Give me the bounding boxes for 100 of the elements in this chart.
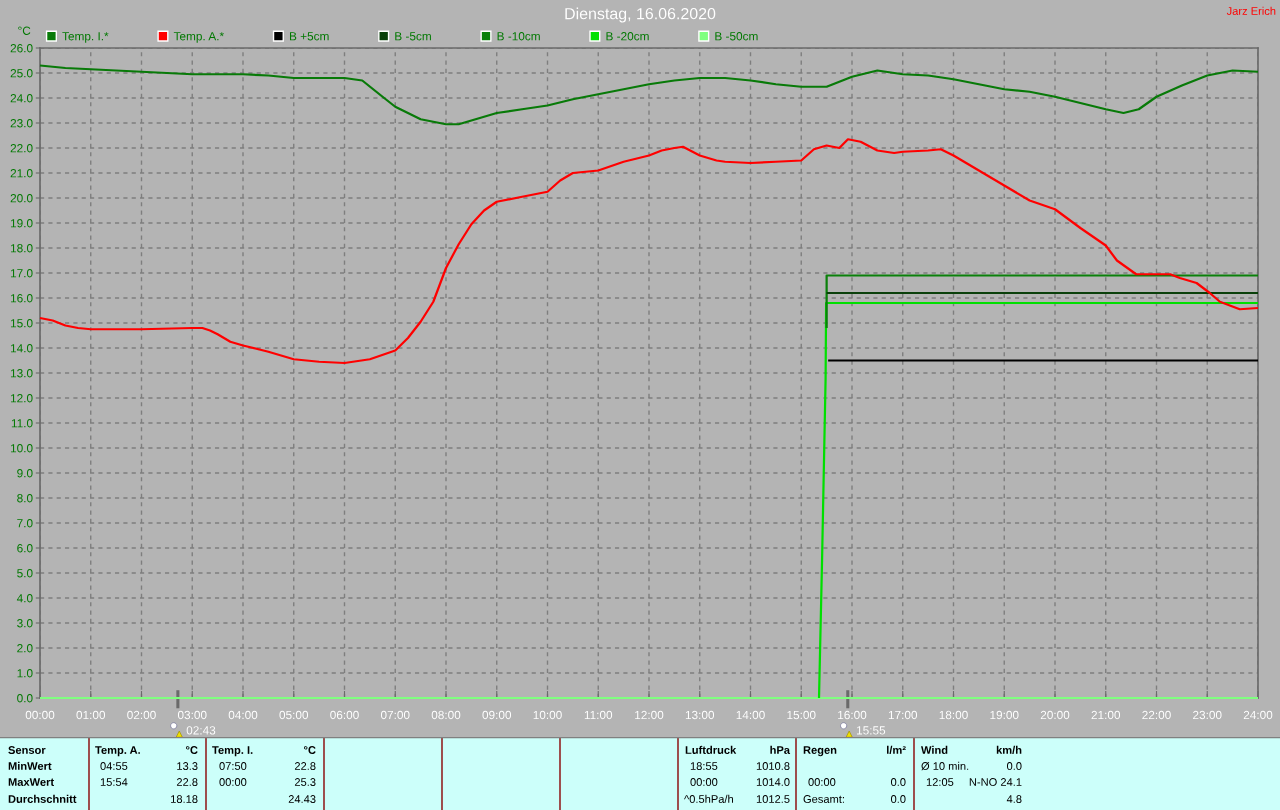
text: 00:00 xyxy=(690,778,718,786)
x-tick-label: 03:00 xyxy=(177,710,207,720)
text: 1012.5 xyxy=(756,795,790,803)
text: 25.3 xyxy=(294,778,316,786)
text: Temp. A. xyxy=(95,746,140,757)
annotation: 02:43 xyxy=(186,726,216,735)
y-tick-label: 14.0 xyxy=(10,344,33,353)
text: 00:00 xyxy=(219,778,247,786)
y-tick-label: 18.0 xyxy=(10,244,33,253)
text: Ø 10 min. xyxy=(921,761,969,771)
x-tick-label: 00:00 xyxy=(25,710,55,720)
x-tick-label: 23:00 xyxy=(1193,710,1222,720)
y-tick-label: 2.0 xyxy=(17,644,33,653)
x-tick-label: 22:00 xyxy=(1142,710,1171,720)
y-tick-label: 12.0 xyxy=(10,394,33,403)
text: MinWert xyxy=(8,761,52,770)
text: 0.0 xyxy=(890,795,906,803)
text: 12:05 xyxy=(926,778,954,786)
annotation: 15:55 xyxy=(857,726,886,735)
text: km/h xyxy=(996,745,1022,755)
text: l/m² xyxy=(887,745,906,755)
y-tick-label: 22.0 xyxy=(10,144,33,153)
x-tick-label: 19:00 xyxy=(990,710,1019,720)
y-tick-label: 9.0 xyxy=(17,469,33,478)
legend-label: B +5cm xyxy=(289,32,329,41)
y-tick-label: 1.0 xyxy=(17,669,33,678)
text: Gesamt: xyxy=(803,795,844,803)
text: Temp. I. xyxy=(212,746,253,757)
text: Jarz Erich xyxy=(1226,6,1276,15)
x-tick-label: 06:00 xyxy=(330,710,359,720)
x-tick-label: 24:00 xyxy=(1243,710,1273,720)
x-tick-label: 09:00 xyxy=(482,710,512,720)
text: 13.3 xyxy=(177,762,198,770)
chart-title: Dienstag, 16.06.2020 xyxy=(565,7,716,23)
text: Luftdruck xyxy=(685,745,737,754)
y-tick-label: 15.0 xyxy=(10,319,33,328)
text: Sensor xyxy=(8,746,46,754)
text: Durchschnitt xyxy=(8,794,77,803)
text: Regen xyxy=(803,746,837,757)
text: Wind xyxy=(921,745,948,754)
x-tick-label: 10:00 xyxy=(533,710,562,720)
y-tick-label: 10.0 xyxy=(10,444,33,453)
y-tick-label: 7.0 xyxy=(17,519,33,528)
legend-label: Temp. I.* xyxy=(62,32,109,43)
y-tick-label: 26.0 xyxy=(10,44,33,53)
text: 04:55 xyxy=(100,762,128,770)
y-tick-label: 16.0 xyxy=(10,294,33,303)
legend-label: Temp. A.* xyxy=(173,32,224,43)
text: °C xyxy=(186,746,198,754)
text: 22.8 xyxy=(176,778,198,786)
y-tick-label: 25.0 xyxy=(10,69,33,78)
y-tick-label: 3.0 xyxy=(17,619,33,628)
x-tick-label: 21:00 xyxy=(1091,710,1121,720)
x-tick-label: 12:00 xyxy=(635,710,664,720)
text: 0.0 xyxy=(890,778,906,786)
x-tick-label: 04:00 xyxy=(228,710,258,720)
x-tick-label: 13:00 xyxy=(685,710,715,720)
text: 18.18 xyxy=(171,795,198,803)
y-tick-label: 5.0 xyxy=(17,569,33,578)
line-series xyxy=(38,138,1260,365)
y-axis-title: °C xyxy=(18,26,31,35)
y-tick-label: 13.0 xyxy=(10,369,33,378)
text: 22.8 xyxy=(294,762,316,770)
legend-label: B -50cm xyxy=(715,32,758,41)
x-tick-label: 15:00 xyxy=(787,710,816,720)
y-tick-label: 21.0 xyxy=(10,169,33,178)
y-tick-label: 4.0 xyxy=(16,594,33,603)
text: 1010.8 xyxy=(756,762,790,770)
text: ^0.5hPa/h xyxy=(684,794,733,803)
legend-label: B -20cm xyxy=(606,32,649,41)
y-tick-label: 17.0 xyxy=(10,269,33,278)
line-series xyxy=(38,64,1260,126)
y-tick-label: 20.0 xyxy=(10,194,33,203)
text: °C xyxy=(304,746,316,754)
line-series xyxy=(817,301,1260,700)
x-tick-label: 16:00 xyxy=(838,710,867,720)
y-tick-label: 24.0 xyxy=(10,94,33,103)
y-tick-label: 8.0 xyxy=(17,494,33,503)
text: 18:55 xyxy=(690,762,718,770)
text: 00:00 xyxy=(808,778,836,786)
text: MaxWert xyxy=(8,778,54,786)
x-tick-label: 17:00 xyxy=(888,710,918,720)
y-tick-label: 6.0 xyxy=(17,544,33,553)
x-tick-label: 20:00 xyxy=(1040,710,1070,720)
x-tick-label: 07:00 xyxy=(380,710,410,720)
y-tick-label: 23.0 xyxy=(10,119,33,128)
text: 4.8 xyxy=(1006,795,1022,803)
x-tick-label: 05:00 xyxy=(279,710,309,720)
y-tick-label: 0.0 xyxy=(17,694,33,703)
text: hPa xyxy=(770,745,791,754)
x-tick-label: 18:00 xyxy=(939,710,968,720)
y-tick-label: 19.0 xyxy=(10,219,33,228)
text: 15:54 xyxy=(100,778,128,786)
text: N-NO 24.1 xyxy=(969,778,1022,786)
text: 24.43 xyxy=(288,795,316,803)
x-tick-label: 01:00 xyxy=(76,710,106,720)
x-tick-label: 11:00 xyxy=(584,710,613,720)
text: 0.0 xyxy=(1006,762,1022,770)
legend-label: B -10cm xyxy=(497,32,540,41)
x-tick-label: 14:00 xyxy=(736,710,765,720)
